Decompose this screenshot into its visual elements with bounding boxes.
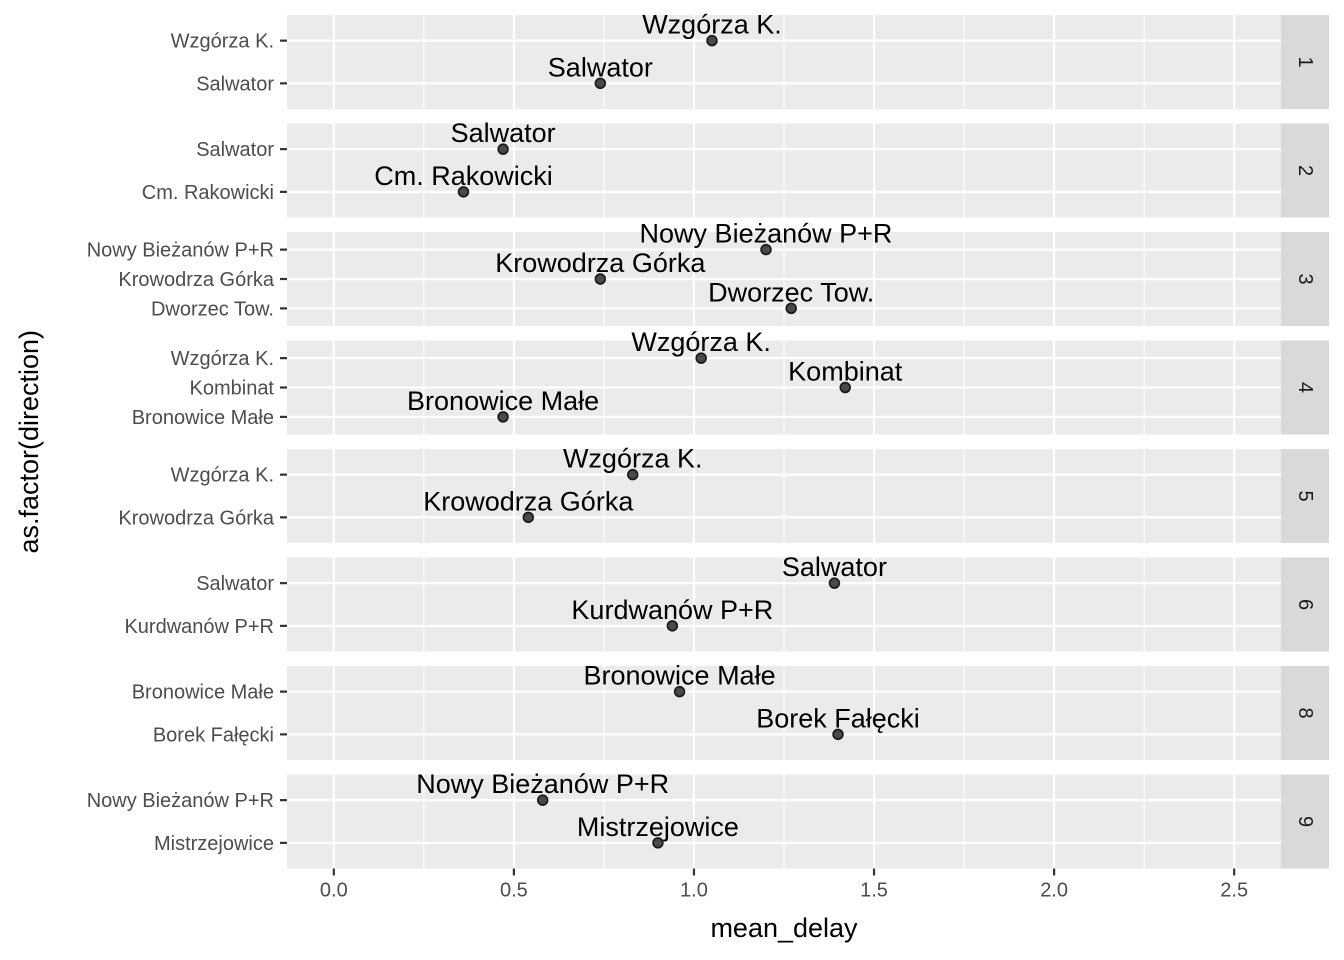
facet-strip-label: 9 bbox=[1294, 816, 1316, 827]
x-tick-label: 2.0 bbox=[1040, 880, 1068, 902]
facet-strip bbox=[1281, 15, 1329, 109]
data-label: Krowodrza Górka bbox=[423, 486, 634, 516]
facet-strip-label: 5 bbox=[1294, 490, 1316, 501]
facet-panel-1: Wzgórza K. Salwator Wzgórza K. Salwator 1 bbox=[171, 10, 1329, 109]
data-point bbox=[536, 794, 549, 806]
data-point bbox=[457, 186, 470, 198]
y-axis-title: as.factor(direction) bbox=[14, 330, 44, 554]
y-tick-label: Salwator bbox=[196, 73, 274, 95]
y-tick-label: Wzgórza K. bbox=[171, 31, 274, 53]
data-label: Bronowice Małe bbox=[584, 661, 776, 691]
facet-panel-9: Nowy Bieżanów P+R Mistrzejowice Nowy Bieża… bbox=[87, 769, 1329, 869]
data-label: Nowy Bieżanów P+R bbox=[640, 219, 893, 249]
data-label: Nowy Bieżanów P+R bbox=[416, 769, 669, 799]
data-label: Borek Fałęcki bbox=[756, 703, 920, 733]
facet-strip bbox=[1281, 123, 1329, 218]
y-tick-label: Wzgórza K. bbox=[171, 348, 274, 370]
x-tick-label: 0.0 bbox=[320, 880, 348, 902]
facet-panel-6: Salwator Kurdwanów P+R Salwator Kurdwanów P… bbox=[124, 552, 1329, 652]
data-point bbox=[652, 837, 664, 849]
data-label: Salwator bbox=[548, 52, 653, 82]
facet-strip bbox=[1281, 449, 1329, 543]
data-point bbox=[594, 77, 607, 90]
facet-panel-8: Bronowice Małe Borek Fałęcki Bronowice Mał… bbox=[132, 661, 1329, 760]
facet-panel-5: Wzgórza K. Krowodrza Górka Wzgórza K. Krowo… bbox=[118, 444, 1329, 543]
y-tick-label: Nowy Bieżanów P+R bbox=[87, 790, 274, 812]
data-point bbox=[706, 34, 718, 47]
facet-strip bbox=[1281, 774, 1329, 869]
data-label: Dworzec Tow. bbox=[708, 277, 874, 307]
data-point bbox=[839, 381, 851, 394]
facet-panel-2: Salwator Cm. Rakowicki Salwator Cm. Rakowic… bbox=[142, 118, 1329, 218]
data-point bbox=[760, 243, 772, 256]
y-tick-label: Dworzec Tow. bbox=[151, 298, 274, 320]
y-tick-label: Mistrzejowice bbox=[154, 833, 274, 855]
y-tick-label: Krowodrza Górka bbox=[118, 269, 274, 291]
facet-strip bbox=[1281, 557, 1329, 652]
y-tick-label: Nowy Bieżanów P+R bbox=[87, 240, 274, 262]
facet-panel-4: Wzgórza K. Kombinat Bronowice Małe Wzgórza … bbox=[132, 327, 1329, 435]
facet-strip-label: 8 bbox=[1294, 707, 1316, 718]
data-label: Wzgórza K. bbox=[642, 10, 782, 40]
facet-strip bbox=[1281, 232, 1329, 326]
facet-strip-label: 1 bbox=[1294, 56, 1316, 67]
data-point bbox=[666, 620, 679, 632]
facet-strip-label: 6 bbox=[1294, 599, 1316, 610]
data-label: Bronowice Małe bbox=[407, 386, 599, 416]
data-point bbox=[673, 685, 686, 698]
data-label: Kurdwanów P+R bbox=[571, 595, 773, 625]
data-point bbox=[695, 352, 707, 364]
data-label: Krowodrza Górka bbox=[495, 248, 706, 278]
y-tick-label: Wzgórza K. bbox=[171, 465, 274, 487]
data-point bbox=[497, 143, 509, 155]
x-tick-label: 0.5 bbox=[500, 880, 528, 902]
facet-strip-label: 4 bbox=[1294, 382, 1316, 393]
x-tick-label: 1.0 bbox=[680, 880, 708, 902]
data-label: Salwator bbox=[451, 118, 556, 148]
facet-strip bbox=[1281, 340, 1329, 435]
y-tick-label: Kombinat bbox=[190, 378, 275, 400]
data-label: Wzgórza K. bbox=[563, 444, 703, 474]
data-label: Cm. Rakowicki bbox=[374, 161, 553, 191]
facet-strip-label: 3 bbox=[1294, 273, 1316, 284]
data-point bbox=[594, 273, 607, 285]
x-axis: 0.0 0.5 1.0 1.5 2.0 2.5 bbox=[320, 868, 1248, 902]
data-point bbox=[832, 728, 844, 741]
data-point bbox=[828, 577, 841, 589]
x-axis-title: mean_delay bbox=[710, 913, 858, 943]
y-tick-label: Bronowice Małe bbox=[132, 407, 274, 429]
facet-strip bbox=[1281, 666, 1329, 760]
panels-layer: Wzgórza K. Salwator Wzgórza K. Salwator 1 Sal… bbox=[87, 10, 1329, 869]
data-point bbox=[626, 468, 639, 481]
y-tick-label: Salwator bbox=[196, 139, 274, 161]
data-point bbox=[785, 302, 797, 315]
data-point bbox=[497, 411, 509, 423]
y-tick-label: Bronowice Małe bbox=[132, 682, 274, 704]
x-tick-label: 1.5 bbox=[860, 880, 888, 902]
y-tick-label: Kurdwanów P+R bbox=[124, 616, 274, 638]
data-label: Mistrzejowice bbox=[577, 812, 739, 842]
data-label: Salwator bbox=[782, 552, 887, 582]
y-tick-label: Krowodrza Górka bbox=[118, 507, 274, 529]
y-tick-label: Borek Fałęcki bbox=[153, 724, 274, 746]
data-label: Kombinat bbox=[788, 357, 903, 387]
data-label: Wzgórza K. bbox=[631, 327, 771, 357]
facet-strip-label: 2 bbox=[1294, 165, 1316, 176]
data-point bbox=[522, 511, 535, 524]
x-tick-label: 2.5 bbox=[1220, 880, 1248, 902]
y-tick-label: Salwator bbox=[196, 573, 274, 595]
y-tick-label: Cm. Rakowicki bbox=[142, 182, 274, 204]
